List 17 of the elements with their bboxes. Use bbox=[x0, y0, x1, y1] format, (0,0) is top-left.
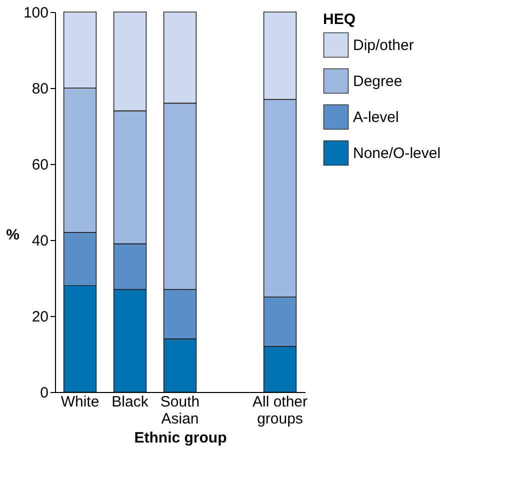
y-tick-label: 0 bbox=[40, 384, 48, 402]
x-axis-title: Ethnic group bbox=[134, 430, 227, 446]
legend-label: A-level bbox=[353, 109, 399, 126]
y-axis-title: % bbox=[6, 226, 20, 244]
legend-title: HEQ bbox=[323, 11, 356, 28]
legend-label: None/O-level bbox=[353, 145, 441, 162]
y-tick-label: 60 bbox=[32, 156, 48, 174]
x-tick-label: Black bbox=[112, 394, 149, 410]
y-tick-label: 80 bbox=[32, 80, 48, 98]
y-tick-label: 100 bbox=[23, 4, 48, 22]
legend-label: Dip/other bbox=[353, 37, 414, 54]
x-tick-label: South Asian bbox=[160, 394, 200, 428]
legend-label: Degree bbox=[353, 73, 402, 90]
y-tick-label: 40 bbox=[32, 232, 48, 250]
x-tick-label: All other groups bbox=[252, 394, 308, 428]
x-tick-label: White bbox=[60, 394, 100, 410]
y-tick-label: 20 bbox=[32, 308, 48, 326]
